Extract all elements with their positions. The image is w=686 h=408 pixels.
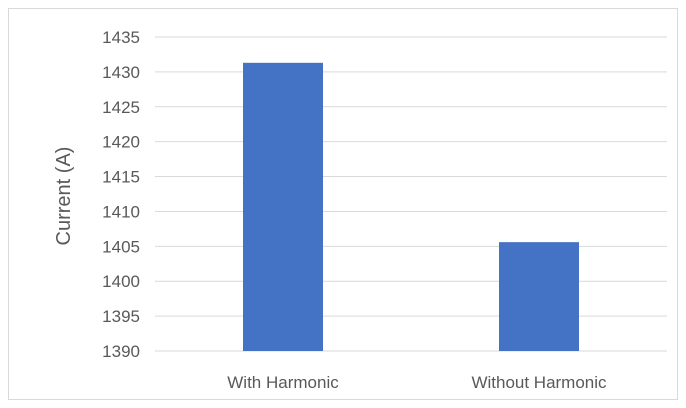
bar-without-harmonic bbox=[499, 242, 579, 351]
y-tick-label: 1405 bbox=[102, 237, 140, 256]
y-tick-label: 1420 bbox=[102, 133, 140, 152]
y-tick-label: 1390 bbox=[102, 342, 140, 361]
y-tick-label: 1410 bbox=[102, 202, 140, 221]
y-tick-label: 1425 bbox=[102, 98, 140, 117]
y-tick-label: 1415 bbox=[102, 168, 140, 187]
x-tick-label: With Harmonic bbox=[227, 373, 339, 392]
x-tick-label: Without Harmonic bbox=[471, 373, 607, 392]
y-tick-labels: 1390 1395 1400 1405 1410 1415 1420 1425 1430 1435 bbox=[102, 28, 140, 361]
bar-with-harmonic bbox=[243, 62, 323, 351]
gridlines bbox=[155, 36, 667, 352]
y-tick-label: 1400 bbox=[102, 272, 140, 291]
y-axis-label: Current (A) bbox=[53, 147, 75, 246]
y-tick-label: 1395 bbox=[102, 307, 140, 326]
y-tick-label: 1435 bbox=[102, 28, 140, 47]
x-tick-labels: With Harmonic Without Harmonic bbox=[227, 373, 607, 392]
y-tick-label: 1430 bbox=[102, 63, 140, 82]
bars bbox=[243, 62, 579, 351]
